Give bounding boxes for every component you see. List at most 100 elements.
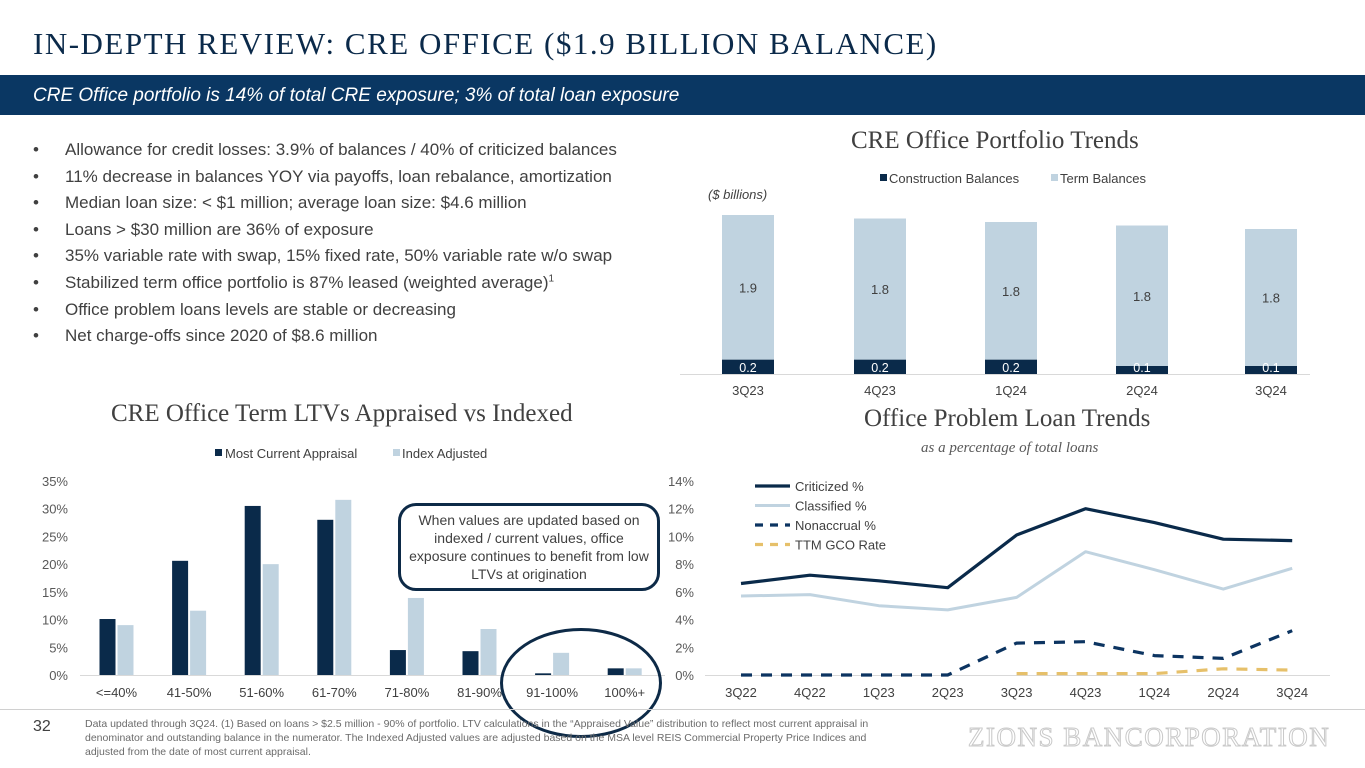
bar-construction xyxy=(1245,366,1297,374)
bar-term xyxy=(722,215,774,360)
series-line-ttm-gco-rate xyxy=(1016,667,1293,676)
data-label-term: 1.8 xyxy=(1002,284,1020,299)
x-tick-label: 3Q22 xyxy=(725,685,757,700)
bar-index-adjusted xyxy=(262,564,279,675)
bar-most-current-appraisal xyxy=(99,619,116,675)
bullet-item: 11% decrease in balances YOY via payoffs… xyxy=(33,167,617,194)
bar-most-current-appraisal xyxy=(244,505,261,675)
data-label-construction: 0.2 xyxy=(739,361,756,375)
problem-loan-chart-subtitle: as a percentage of total loans xyxy=(921,440,1099,456)
x-tick-label: 2Q24 xyxy=(1207,685,1239,700)
x-tick-label: 4Q22 xyxy=(794,685,826,700)
bar-index-adjusted xyxy=(407,597,424,675)
bullet-item: Office problem loans levels are stable o… xyxy=(33,300,617,327)
y-tick-label: 6% xyxy=(675,585,694,600)
x-tick-label: 61-70% xyxy=(312,685,357,700)
data-label-term: 1.9 xyxy=(739,280,757,295)
y-tick-label: 0% xyxy=(49,668,68,683)
legend-swatch-term xyxy=(1051,174,1058,181)
legend-label: Classified % xyxy=(795,499,867,514)
bullet-item: Median loan size: < $1 million; average … xyxy=(33,193,617,220)
y-tick-label: 14% xyxy=(668,474,694,489)
x-tick-label: 4Q23 xyxy=(864,383,896,398)
page-title: IN-DEPTH REVIEW: CRE OFFICE ($1.9 BILLIO… xyxy=(33,26,938,61)
bar-most-current-appraisal xyxy=(462,651,479,675)
x-tick-label: 1Q23 xyxy=(863,685,895,700)
legend-label: Nonaccrual % xyxy=(795,518,876,533)
y-tick-label: 15% xyxy=(42,585,68,600)
x-tick-label: 1Q24 xyxy=(1138,685,1170,700)
data-label-construction: 0.2 xyxy=(871,361,888,375)
y-tick-label: 20% xyxy=(42,557,68,572)
bar-most-current-appraisal xyxy=(389,650,406,675)
x-tick-label: 71-80% xyxy=(384,685,429,700)
legend-swatch-appraisal xyxy=(215,449,222,456)
y-tick-label: 10% xyxy=(42,613,68,628)
x-tick-label: <=40% xyxy=(96,685,138,700)
x-tick-label: 3Q24 xyxy=(1276,685,1308,700)
bullet-item: 35% variable rate with swap, 15% fixed r… xyxy=(33,246,617,273)
bar-term xyxy=(854,218,906,360)
legend-label: Criticized % xyxy=(795,479,864,494)
bar-most-current-appraisal xyxy=(172,560,189,675)
x-tick-label: 2Q24 xyxy=(1126,383,1158,398)
legend-label-term: Term Balances xyxy=(1060,171,1146,186)
bar-term xyxy=(1116,225,1168,366)
series-line-classified xyxy=(740,550,1293,612)
bar-construction xyxy=(854,359,906,374)
portfolio-chart-title: CRE Office Portfolio Trends xyxy=(851,127,1139,154)
bullet-item: Net charge-offs since 2020 of $8.6 milli… xyxy=(33,326,617,353)
highlight-ellipse xyxy=(500,628,662,738)
data-label-construction: 0.1 xyxy=(1133,361,1150,375)
y-tick-label: 5% xyxy=(49,640,68,655)
x-tick-label: 3Q23 xyxy=(732,383,764,398)
bullet-item: Allowance for credit losses: 3.9% of bal… xyxy=(33,140,617,167)
y-tick-label: 4% xyxy=(675,613,694,628)
y-tick-label: 12% xyxy=(668,502,694,517)
x-tick-label: 2Q23 xyxy=(932,685,964,700)
y-tick-label: 2% xyxy=(675,640,694,655)
legend-label-construction: Construction Balances xyxy=(889,171,1020,186)
data-label-construction: 0.2 xyxy=(1002,361,1019,375)
bar-term xyxy=(985,222,1037,360)
bar-index-adjusted xyxy=(117,625,134,675)
bar-index-adjusted xyxy=(335,499,352,675)
data-label-term: 1.8 xyxy=(1133,289,1151,304)
problem-loan-chart-title: Office Problem Loan Trends xyxy=(864,405,1151,432)
bar-construction xyxy=(985,359,1037,374)
ltv-chart-title: CRE Office Term LTVs Appraised vs Indexe… xyxy=(111,400,573,427)
company-logo: ZIONS BANCORPORATION xyxy=(967,722,1331,753)
x-tick-label: 51-60% xyxy=(239,685,284,700)
banner-text: CRE Office portfolio is 14% of total CRE… xyxy=(33,85,680,106)
legend-swatch-construction xyxy=(880,174,887,181)
bar-most-current-appraisal xyxy=(317,519,334,675)
callout-box: When values are updated based on indexed… xyxy=(398,503,660,591)
legend-label-appraisal: Most Current Appraisal xyxy=(225,446,357,461)
data-label-construction: 0.1 xyxy=(1262,361,1279,375)
x-tick-label: 1Q24 xyxy=(995,383,1027,398)
bar-construction xyxy=(722,359,774,374)
x-tick-label: 81-90% xyxy=(457,685,502,700)
bar-construction xyxy=(1116,366,1168,374)
series-line-criticized xyxy=(740,507,1293,590)
y-tick-label: 10% xyxy=(668,529,694,544)
y-tick-label: 30% xyxy=(42,502,68,517)
page-number: 32 xyxy=(33,718,51,735)
y-tick-label: 25% xyxy=(42,529,68,544)
x-tick-label: 3Q23 xyxy=(1001,685,1033,700)
footer-divider xyxy=(0,709,1365,710)
x-tick-label: 41-50% xyxy=(167,685,212,700)
data-label-term: 1.8 xyxy=(1262,291,1280,306)
bar-term xyxy=(1245,229,1297,366)
unit-note: ($ billions) xyxy=(708,187,767,202)
x-tick-label: 4Q23 xyxy=(1070,685,1102,700)
bar-index-adjusted xyxy=(190,610,207,675)
footnote-marker: 1 xyxy=(548,273,555,285)
series-line-nonaccrual xyxy=(741,629,1293,677)
subtitle-banner: CRE Office portfolio is 14% of total CRE… xyxy=(0,75,1365,115)
data-label-term: 1.8 xyxy=(871,282,889,297)
y-tick-label: 35% xyxy=(42,474,68,489)
